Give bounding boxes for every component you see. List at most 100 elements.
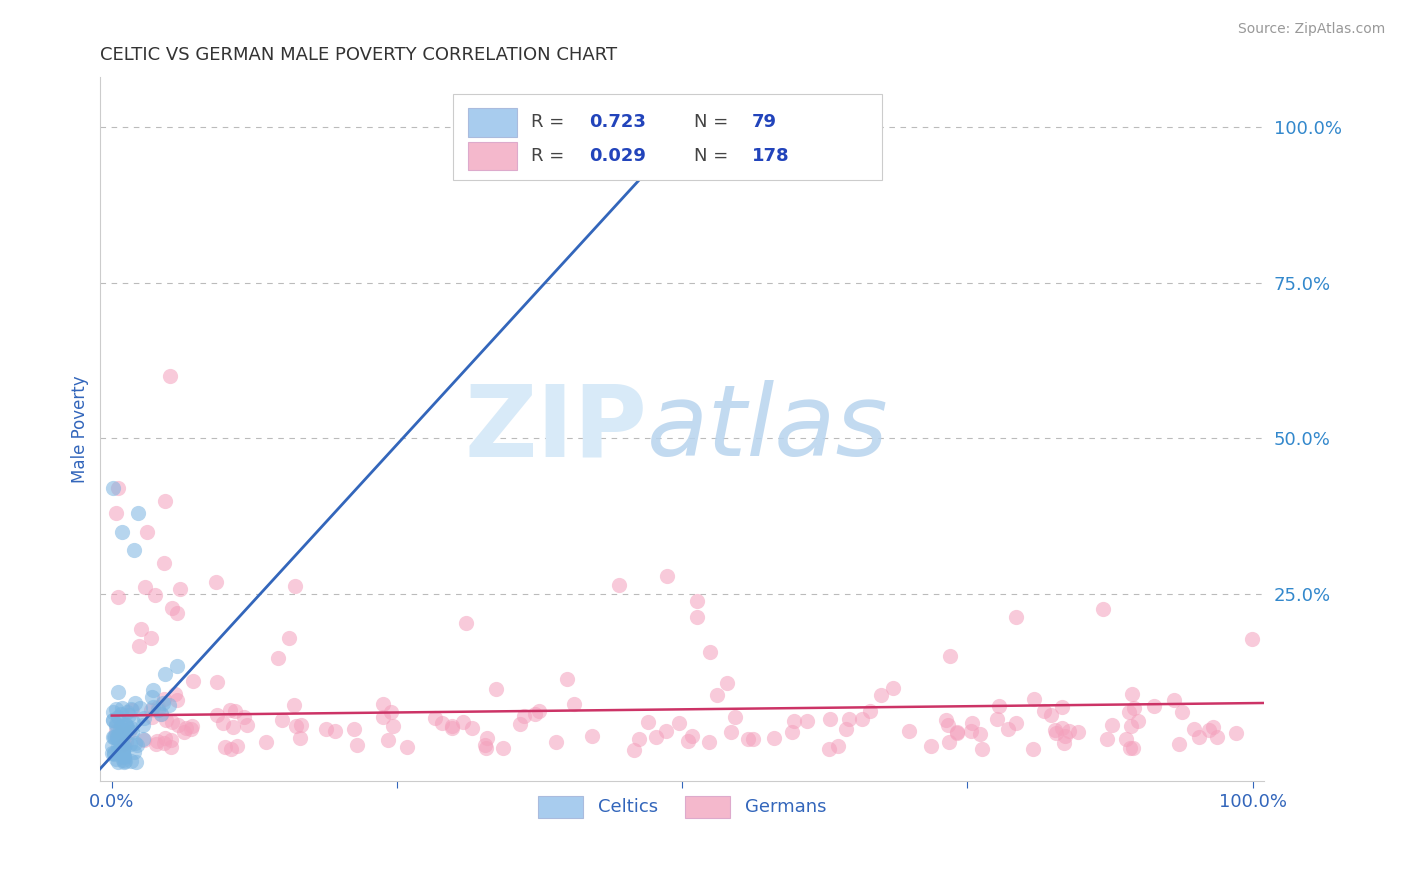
Point — [117, 705, 139, 719]
Point — [343, 722, 366, 736]
Point — [111, 723, 134, 737]
Point — [105, 730, 128, 744]
Point — [441, 719, 464, 733]
Point — [101, 713, 124, 727]
Point — [706, 688, 728, 702]
Point — [380, 705, 402, 719]
Point — [555, 672, 578, 686]
Point — [686, 610, 709, 624]
Point — [132, 717, 155, 731]
Point — [169, 582, 191, 597]
Point — [644, 730, 666, 744]
Point — [108, 744, 131, 758]
Point — [509, 716, 531, 731]
Point — [315, 722, 337, 736]
Point — [371, 697, 394, 711]
Point — [160, 714, 183, 729]
Point — [581, 729, 603, 743]
Point — [122, 543, 145, 558]
Point — [122, 745, 145, 759]
Point — [425, 711, 447, 725]
Point — [141, 632, 163, 646]
Text: R =: R = — [531, 146, 569, 165]
Point — [783, 714, 806, 729]
Point — [205, 708, 228, 723]
Point — [124, 696, 146, 710]
Point — [827, 739, 849, 753]
Point — [935, 714, 957, 728]
Point — [1057, 723, 1080, 738]
Point — [112, 747, 135, 761]
Point — [1115, 731, 1137, 746]
Point — [716, 675, 738, 690]
Legend: Celtics, Germans: Celtics, Germans — [531, 789, 834, 825]
Point — [1005, 609, 1028, 624]
Point — [1126, 714, 1149, 729]
Point — [796, 714, 818, 728]
Point — [290, 718, 312, 732]
Point — [107, 590, 129, 604]
Point — [111, 736, 134, 750]
Point — [107, 709, 129, 723]
Point — [440, 721, 463, 735]
Point — [108, 740, 131, 755]
Point — [108, 740, 131, 755]
Point — [972, 742, 994, 756]
Point — [1198, 723, 1220, 737]
Point — [150, 706, 173, 721]
Point — [145, 737, 167, 751]
Point — [1122, 740, 1144, 755]
Point — [214, 740, 236, 755]
Point — [121, 724, 143, 739]
Point — [153, 667, 176, 681]
Point — [986, 712, 1008, 726]
Point — [112, 723, 135, 738]
Point — [668, 716, 690, 731]
Point — [219, 703, 242, 717]
Point — [146, 700, 169, 714]
Point — [1053, 736, 1076, 750]
Point — [1053, 729, 1076, 743]
Point — [1032, 705, 1054, 719]
Point — [1225, 726, 1247, 740]
Point — [159, 368, 181, 383]
Point — [1240, 632, 1263, 646]
Point — [115, 718, 138, 732]
Point — [513, 708, 536, 723]
Point — [111, 742, 134, 756]
Point — [166, 693, 188, 707]
Y-axis label: Male Poverty: Male Poverty — [72, 376, 89, 483]
Point — [118, 725, 141, 739]
Point — [105, 719, 128, 733]
Point — [562, 697, 585, 711]
Point — [103, 730, 125, 744]
Point — [939, 648, 962, 663]
Point — [157, 698, 180, 712]
Text: atlas: atlas — [647, 381, 889, 477]
Point — [371, 710, 394, 724]
Point — [101, 739, 124, 753]
Point — [114, 716, 136, 731]
Point — [523, 707, 546, 722]
Point — [120, 702, 142, 716]
Point — [176, 721, 198, 735]
Point — [1045, 723, 1067, 737]
Point — [160, 739, 183, 754]
Point — [105, 731, 128, 745]
Point — [132, 711, 155, 725]
Point — [395, 740, 418, 755]
Point — [142, 683, 165, 698]
FancyBboxPatch shape — [468, 109, 517, 136]
Point — [1122, 701, 1144, 715]
Point — [475, 731, 498, 745]
Point — [120, 721, 142, 735]
Point — [114, 749, 136, 764]
Point — [1050, 721, 1073, 735]
Point — [232, 709, 254, 723]
Point — [107, 685, 129, 699]
Point — [107, 481, 129, 495]
Point — [115, 735, 138, 749]
Point — [224, 704, 246, 718]
Text: ZIP: ZIP — [464, 381, 647, 477]
Point — [288, 731, 311, 746]
